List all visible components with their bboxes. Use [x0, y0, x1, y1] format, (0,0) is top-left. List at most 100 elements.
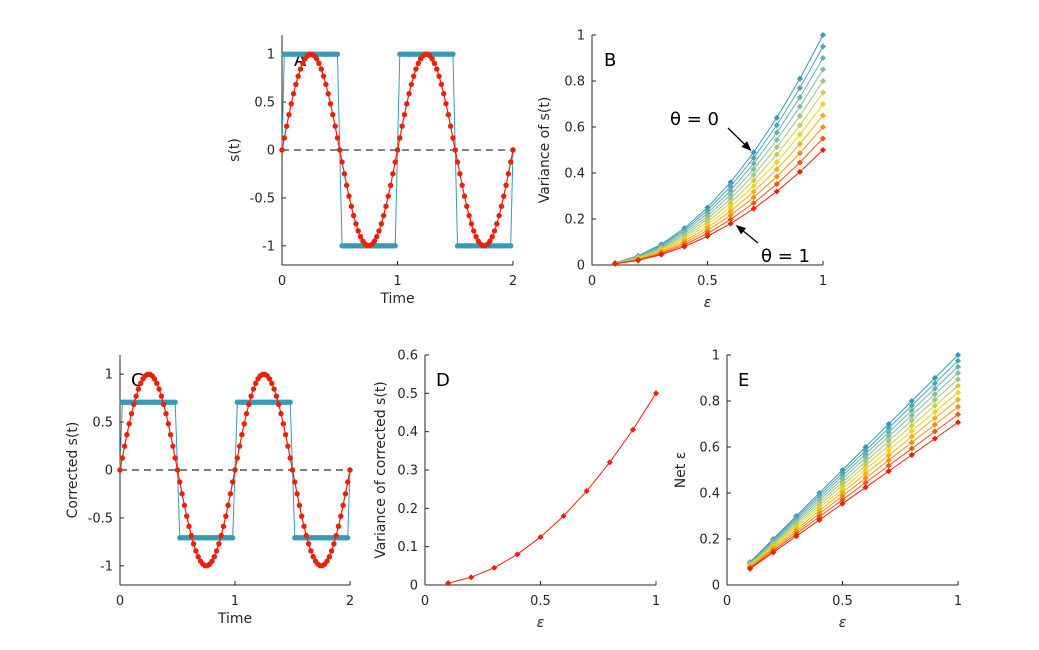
sine-wave-point: [119, 455, 126, 461]
data-point: [819, 77, 827, 85]
data-point: [931, 380, 939, 387]
sine-wave-point: [266, 376, 273, 382]
sine-wave-point: [343, 182, 350, 188]
data-point: [652, 390, 660, 397]
data-point: [750, 171, 757, 178]
series-line: [749, 378, 959, 565]
sine-wave-point: [278, 410, 284, 417]
sine-wave-point: [232, 467, 238, 473]
series-line: [749, 414, 959, 569]
sine-wave-point: [138, 380, 144, 386]
sine-wave-point: [283, 123, 290, 129]
annotation-arrow: [727, 127, 752, 152]
sine-wave-point: [371, 238, 378, 244]
sine-wave-point: [161, 401, 167, 408]
data-point: [796, 150, 804, 157]
data-point: [954, 363, 962, 370]
sine-wave-point: [303, 532, 309, 539]
data-point: [931, 402, 939, 409]
data-point: [773, 151, 780, 158]
sine-wave-point: [326, 554, 332, 560]
x-axis-label: ε: [839, 615, 847, 631]
sine-wave-point: [190, 541, 197, 547]
sine-wave-point: [174, 467, 181, 473]
data-point: [635, 257, 642, 264]
sine-wave-point: [410, 73, 417, 79]
sine-wave-point: [457, 171, 463, 177]
square-wave-point: [172, 399, 178, 405]
square-wave-point: [392, 243, 398, 249]
y-tick-label: 0.6: [397, 349, 418, 364]
series-line: [749, 406, 959, 568]
data-point: [908, 402, 915, 409]
series-line: [749, 354, 959, 563]
sine-wave-point: [318, 66, 324, 72]
sine-wave-point: [230, 479, 236, 485]
sine-wave-point: [117, 467, 123, 473]
sine-wave-point: [445, 112, 452, 118]
sine-wave-point: [413, 66, 419, 72]
sine-wave-point: [296, 502, 303, 508]
data-point: [537, 533, 544, 541]
sine-wave-point: [151, 376, 158, 382]
sine-wave-point: [438, 81, 445, 88]
data-point: [514, 551, 521, 558]
data-point: [727, 216, 734, 223]
sine-wave-point: [436, 73, 442, 79]
x-tick-label: 0: [116, 594, 124, 609]
data-point: [885, 442, 892, 449]
sine-wave-point: [496, 212, 502, 219]
y-tick-label: -0.5: [250, 191, 275, 206]
data-point: [796, 75, 804, 82]
panel-d: 0 0.5 1 0 0.1 0.2 0.3 0.4 0.5 0.6 ε Variance of cor…: [373, 349, 660, 632]
sine-wave-point: [170, 443, 176, 449]
y-tick-label: 0.2: [564, 213, 585, 228]
axes-e: 0 0.5 1 0 0.2 0.4 0.6 0.8 1 ε Net ε E: [673, 349, 962, 632]
sine-wave-point: [376, 228, 382, 234]
series-line: [614, 103, 824, 264]
sine-wave-point: [346, 193, 352, 199]
data-point: [931, 396, 939, 404]
data-point: [583, 487, 590, 495]
data-point: [908, 433, 915, 440]
sine-wave-point: [324, 558, 330, 564]
sine-wave-point: [179, 491, 185, 497]
data-point: [819, 135, 827, 142]
sine-wave-point: [340, 502, 346, 508]
sine-wave-point: [501, 193, 507, 199]
sine-wave-point: [338, 513, 344, 519]
sine-wave-point: [441, 90, 447, 97]
y-tick-label: 1: [105, 368, 113, 383]
y-tick-label: 0.4: [699, 487, 720, 502]
sine-wave-point: [156, 386, 162, 392]
y-tick-label: 0.2: [699, 533, 720, 548]
data-point: [908, 439, 915, 446]
data-point: [885, 447, 892, 454]
series-line: [615, 115, 824, 264]
y-tick-label: 0.5: [254, 96, 275, 111]
data-point: [606, 459, 613, 466]
data-point: [931, 385, 939, 392]
y-tick-label: 0.8: [564, 75, 585, 90]
sine-wave-point: [300, 60, 306, 66]
sine-wave-point: [431, 60, 438, 66]
sine-wave-point: [350, 212, 357, 219]
series-theta-1: [746, 419, 962, 572]
series-line: [614, 34, 824, 264]
sine-wave-point: [292, 479, 298, 485]
x-tick-label: 0: [723, 594, 731, 609]
sine-wave-point: [510, 147, 516, 153]
data-point: [931, 421, 939, 428]
sine-wave-point: [334, 135, 341, 141]
data-point: [931, 414, 939, 422]
data-point: [611, 260, 619, 268]
series-theta-0.7: [611, 112, 827, 267]
series-line: [749, 421, 959, 570]
series-line: [614, 46, 824, 264]
y-tick-label: 0.6: [564, 121, 585, 136]
sine-wave-point: [357, 234, 364, 240]
series-theta-0.2: [746, 363, 962, 567]
sine-wave-point: [308, 548, 314, 554]
sine-wave-point: [293, 81, 299, 88]
sine-wave-point: [390, 171, 396, 177]
